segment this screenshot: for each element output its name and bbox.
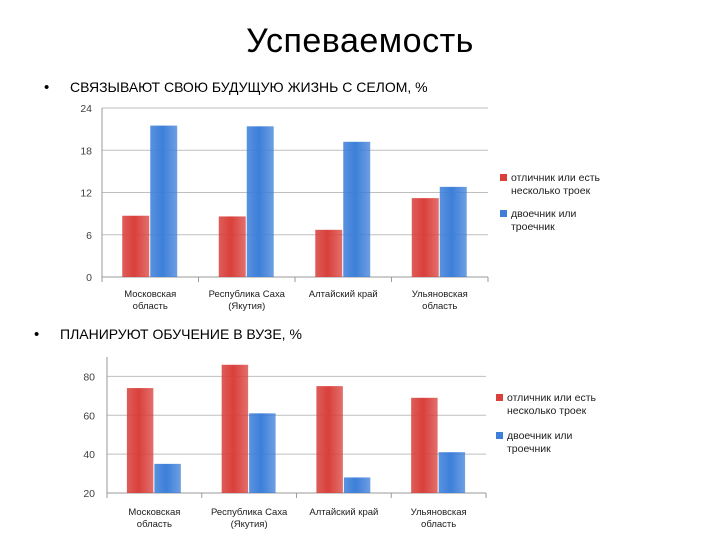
x-category-label: область [422,301,457,312]
y-tick-label: 0 [86,272,92,284]
section-heading-village-future: • СВЯЗЫВАЮТ СВОЮ БУДУЩУЮ ЖИЗНЬ С СЕЛОМ, % [44,79,428,96]
bullet-icon: • [34,326,40,343]
x-category-label: (Якутия) [228,301,265,312]
y-tick-label: 80 [83,371,95,383]
legend-label: троечник [511,221,555,233]
y-tick-label: 6 [86,230,92,242]
bar-series-1 [411,198,439,277]
x-category-label: Республика Саха [209,289,286,300]
section-title-university-plans: ПЛАНИРУЮТ ОБУЧЕНИЕ В ВУЗЕ, % [60,326,302,342]
legend-swatch-series-1 [500,174,507,181]
bar-series-2 [150,125,178,278]
bar-series-2 [154,463,181,493]
legend-label: двоечник или [507,430,573,442]
bar-series-1 [126,388,154,493]
legend-label: отличник или есть [511,172,600,184]
y-tick-label: 20 [83,488,95,500]
legend-label: несколько троек [507,405,587,417]
bar-series-1 [315,229,343,277]
bar-series-2 [246,126,274,277]
x-category-label: Алтайский край [309,289,378,300]
legend-swatch-series-1 [496,394,503,401]
bar-series-1 [316,386,343,493]
slide-title: Успеваемость [246,22,474,60]
x-category-label: Московская [128,507,180,518]
x-category-label: Ульяновская [412,289,468,300]
bar-series-2 [439,186,467,277]
legend-swatch-series-2 [496,432,503,439]
bar-series-2 [438,452,466,493]
x-category-label: область [421,519,456,530]
x-category-label: область [133,301,168,312]
x-category-label: Республика Саха [211,507,288,518]
y-tick-label: 12 [80,188,92,200]
section-title-village-future: СВЯЗЫВАЮТ СВОЮ БУДУЩУЮ ЖИЗНЬ С СЕЛОМ, % [70,79,428,95]
bar-series-2 [343,141,371,277]
x-category-label: Московская [124,289,176,300]
y-tick-label: 60 [83,410,95,422]
bar-series-1 [411,397,438,493]
legend-label: несколько троек [511,185,591,197]
x-category-label: область [137,519,172,530]
legend-swatch-series-2 [500,210,507,217]
x-category-label: Алтайский край [309,507,378,518]
y-tick-label: 18 [80,145,92,157]
legend-label: троечник [507,443,551,455]
section-heading-university-plans: • ПЛАНИРУЮТ ОБУЧЕНИЕ В ВУЗЕ, % [34,326,302,343]
bar-series-2 [249,413,276,493]
legend-label: отличник или есть [507,392,596,404]
bar-series-2 [343,477,371,493]
bullet-icon: • [44,79,50,96]
x-category-label: (Якутия) [231,519,268,530]
x-category-label: Ульяновская [411,507,467,518]
bar-series-1 [221,364,249,493]
y-tick-label: 40 [83,449,95,461]
y-tick-label: 24 [80,103,92,115]
bar-series-1 [122,215,150,277]
bar-series-1 [218,216,246,277]
legend-label: двоечник или [511,208,577,220]
